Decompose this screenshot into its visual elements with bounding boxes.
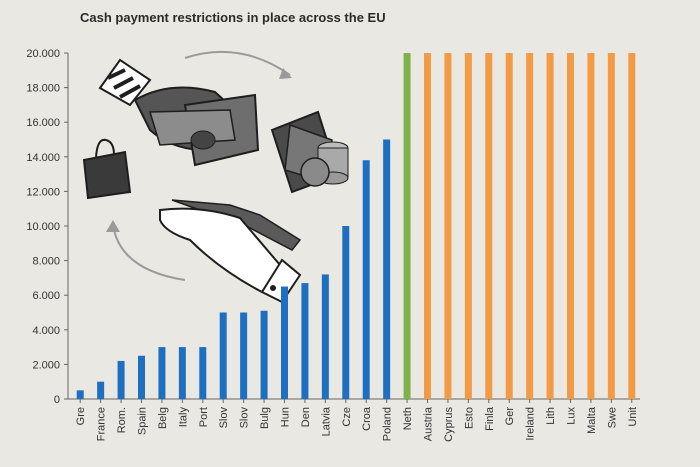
bar-26 [587, 53, 595, 399]
bar-1 [76, 390, 84, 399]
bar-12 [301, 283, 309, 399]
x-tick-label: Slov [239, 407, 251, 429]
y-tick-label: 0 [54, 394, 60, 406]
y-tick-label: 2.000 [32, 359, 60, 371]
bar-27 [607, 53, 615, 399]
y-tick-label: 4.000 [32, 325, 60, 337]
y-tick-label: 10.000 [26, 221, 60, 233]
y-tick-labels: 0 2.000 4.000 6.000 8.000 10.000 12.000 14.000 1… [26, 48, 68, 406]
bar-3 [117, 360, 125, 399]
x-tick-label: Bulg [259, 407, 271, 429]
y-tick-label: 14.000 [26, 152, 60, 164]
bar-2 [97, 381, 105, 399]
x-tick-label: Cyprus [443, 407, 455, 442]
x-tick-label: Den [300, 407, 312, 427]
x-tick-label: Latvia [320, 406, 332, 436]
bar-8 [219, 312, 227, 399]
x-tick-label: Ger [504, 407, 516, 426]
bar-13 [321, 274, 329, 399]
bar-20 [464, 53, 472, 399]
x-tick-label: Gre [75, 407, 87, 425]
bar-14 [342, 226, 350, 399]
bar-6 [178, 347, 186, 399]
x-tick-label: Esto [463, 407, 475, 429]
y-tick-label: 20.000 [26, 48, 60, 60]
x-tick-label: Slov [218, 407, 230, 429]
x-tick-label: Rom. [116, 407, 128, 433]
y-tick-label: 8.000 [32, 256, 60, 268]
bar-25 [567, 53, 574, 399]
x-tick-label: Austria [423, 406, 435, 441]
bar-17 [403, 53, 411, 399]
x-tick-labels: Gre France Rom. Spain Belg Italy Port Slov Slov B… [75, 399, 639, 442]
x-tick-label: Malta [586, 406, 598, 434]
bar-10 [260, 310, 268, 399]
x-tick-label: Unit [627, 407, 639, 427]
shopping-bag-icon [82, 138, 132, 200]
x-tick-label: Finla [484, 406, 496, 431]
x-tick-label: Port [198, 407, 210, 427]
illustration [82, 50, 349, 304]
x-tick-label: Swe [606, 407, 618, 428]
bar-23 [526, 53, 534, 399]
x-tick-label: Hun [280, 407, 292, 427]
cycle-arrow-icon-lower [112, 224, 186, 281]
x-tick-label: Ireland [525, 407, 537, 441]
x-tick-label: Cze [341, 407, 353, 427]
bars-group [76, 53, 636, 399]
x-tick-label: Lux [566, 407, 578, 425]
bar-11 [281, 286, 288, 399]
y-tick-label: 18.000 [26, 83, 60, 95]
cash-and-coins-icon [270, 110, 349, 194]
x-tick-label: Belg [157, 407, 169, 429]
bar-21 [485, 53, 493, 399]
hand-receiving-icon [159, 199, 302, 304]
x-tick-label: Poland [382, 407, 394, 441]
cycle-arrow-icon [184, 50, 291, 76]
bar-16 [383, 139, 391, 399]
x-tick-label: Lith [545, 407, 557, 425]
bar-19 [444, 53, 452, 399]
x-tick-label: France [96, 407, 108, 441]
y-tick-label: 6.000 [32, 290, 60, 302]
x-tick-label: Neth [402, 407, 414, 430]
bar-28 [628, 53, 636, 399]
bar-9 [240, 312, 248, 399]
x-tick-label: Italy [177, 407, 189, 428]
bar-7 [199, 347, 207, 399]
bar-4 [138, 355, 145, 399]
y-tick-label: 16.000 [26, 117, 60, 129]
x-tick-label: Croa [361, 406, 373, 431]
hand-giving-cash-icon [98, 58, 260, 167]
chart-title: Cash payment restrictions in place acros… [80, 10, 386, 25]
y-tick-label: 12.000 [26, 186, 60, 198]
bar-24 [546, 53, 554, 399]
bar-22 [505, 53, 513, 399]
bar-18 [424, 53, 431, 399]
x-tick-label: Spain [137, 407, 149, 435]
bar-5 [158, 347, 166, 399]
bar-15 [362, 160, 370, 399]
